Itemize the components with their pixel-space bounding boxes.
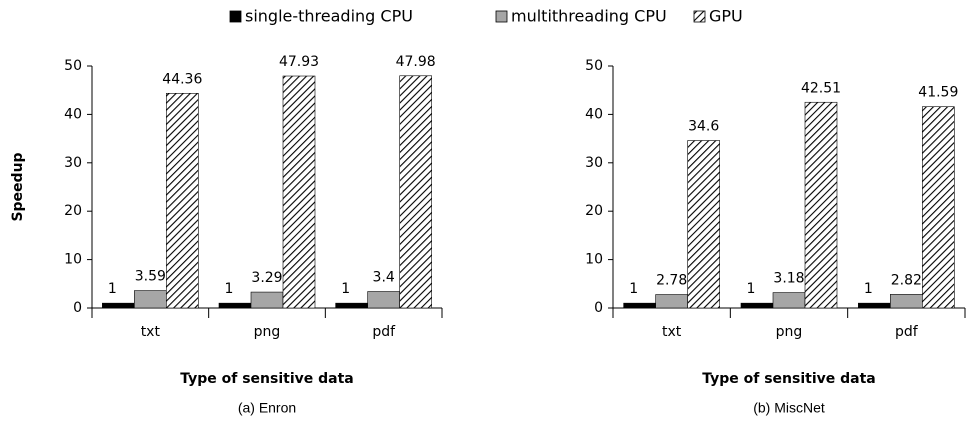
y-tick-label: 20	[585, 203, 603, 219]
bar	[367, 291, 400, 309]
data-label: 47.93	[279, 54, 319, 70]
data-label: 44.36	[162, 71, 202, 87]
data-label: 34.6	[688, 119, 719, 135]
bar	[858, 302, 891, 309]
data-label: 41.59	[918, 85, 958, 101]
y-tick-label: 0	[594, 300, 603, 316]
y-tick-label: 30	[64, 155, 82, 171]
data-label: 3.18	[773, 271, 804, 287]
data-label: 2.82	[891, 272, 922, 288]
data-label: 47.98	[396, 54, 436, 70]
y-tick-label: 0	[73, 300, 82, 316]
y-tick-label: 10	[585, 252, 603, 268]
y-tick-label: 20	[64, 203, 82, 219]
data-label: 1	[747, 281, 756, 297]
data-label: 1	[225, 281, 234, 297]
bar	[166, 92, 199, 309]
y-tick-label: 50	[64, 58, 82, 74]
data-label: 1	[108, 281, 117, 297]
bar	[687, 140, 720, 309]
bar	[623, 302, 656, 309]
caption: (b) MiscNet	[753, 400, 825, 416]
x-axis-label: Type of sensitive data	[180, 371, 354, 387]
y-tick-label: 40	[585, 106, 603, 122]
bar	[282, 75, 316, 309]
legend-label: GPU	[709, 7, 743, 26]
bar	[890, 294, 923, 309]
data-label: 3.29	[251, 270, 282, 286]
data-label: 2.78	[656, 273, 687, 289]
legend-swatch	[495, 10, 508, 23]
legend-label: multithreading CPU	[511, 7, 667, 26]
data-label: 1	[629, 281, 638, 297]
x-axis-label: Type of sensitive data	[702, 371, 876, 387]
y-tick-label: 50	[585, 58, 603, 74]
bar	[250, 291, 284, 309]
bar	[772, 292, 806, 309]
x-tick-label: pdf	[372, 324, 396, 340]
data-label: 1	[341, 281, 350, 297]
bar	[740, 302, 774, 309]
x-tick-label: pdf	[895, 324, 919, 340]
bar	[218, 302, 252, 309]
legend-swatch	[693, 10, 706, 23]
y-tick-label: 30	[585, 155, 603, 171]
y-tick-label: 10	[64, 252, 82, 268]
data-label: 3.4	[373, 270, 395, 286]
x-tick-label: txt	[141, 324, 161, 340]
data-label: 3.59	[135, 269, 166, 285]
data-label: 1	[864, 281, 873, 297]
bar	[655, 294, 688, 309]
data-label: 42.51	[801, 80, 841, 96]
x-tick-label: txt	[662, 324, 682, 340]
bar	[804, 101, 838, 309]
x-tick-label: png	[776, 324, 803, 340]
legend-label: single-threading CPU	[245, 7, 413, 26]
y-axis-label: Speedup	[10, 152, 26, 221]
bar	[399, 75, 432, 309]
caption: (a) Enron	[238, 400, 296, 416]
bar	[134, 290, 167, 309]
bar	[102, 302, 135, 309]
y-tick-label: 40	[64, 106, 82, 122]
bar	[335, 302, 368, 309]
legend-swatch	[229, 10, 242, 23]
x-tick-label: png	[254, 324, 281, 340]
bar	[922, 106, 955, 309]
